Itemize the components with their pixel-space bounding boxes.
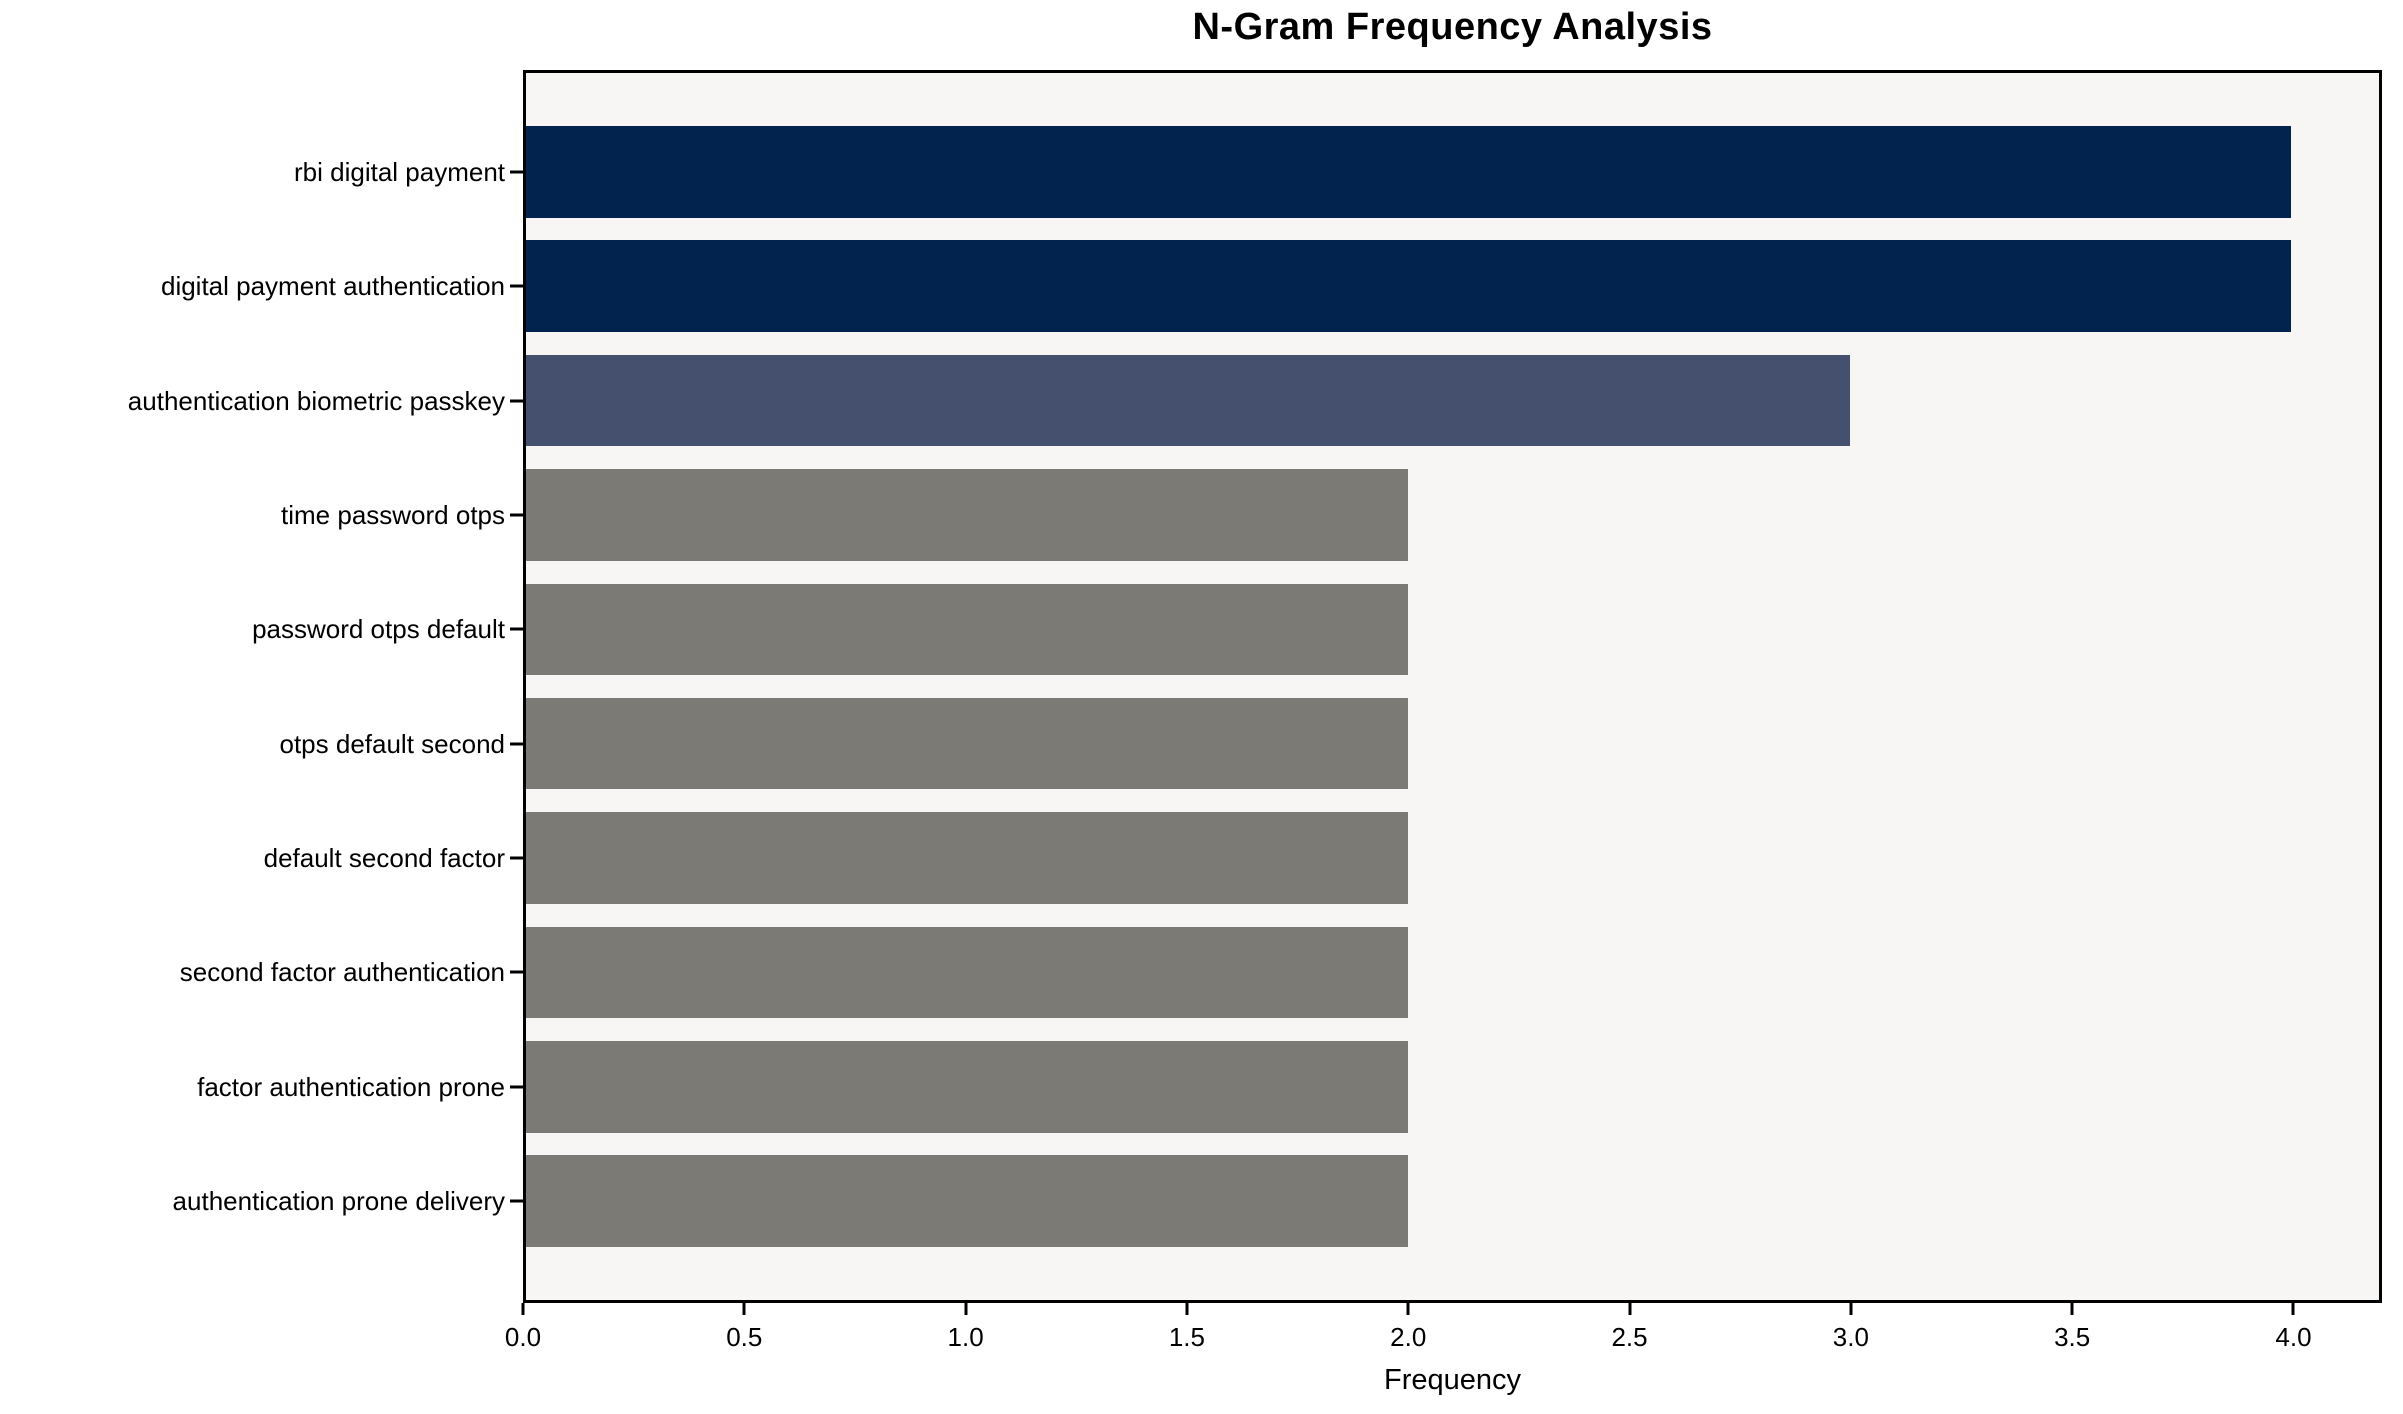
y-tick-label: authentication prone delivery <box>172 1186 505 1217</box>
bar <box>526 240 2291 332</box>
y-tick-label: authentication biometric passkey <box>127 385 505 416</box>
y-tick-label: default second factor <box>263 843 505 874</box>
bar <box>526 1041 1409 1133</box>
y-tick <box>510 1085 523 1089</box>
y-tick <box>510 284 523 288</box>
x-tick-label: 4.0 <box>2275 1322 2312 1352</box>
y-tick <box>510 970 523 974</box>
x-tick-label: 1.5 <box>1168 1322 1205 1352</box>
x-tick <box>964 1303 968 1315</box>
y-tick <box>510 742 523 746</box>
bar <box>526 926 1409 1019</box>
x-tick-label: 0.0 <box>504 1322 542 1352</box>
y-tick <box>510 627 523 631</box>
y-tick <box>510 170 523 174</box>
y-tick <box>510 399 523 403</box>
bar <box>526 354 1850 447</box>
y-tick <box>510 856 523 860</box>
x-tick-label: 1.0 <box>947 1322 984 1352</box>
x-tick-label: 0.5 <box>726 1322 763 1352</box>
x-tick <box>2070 1303 2074 1315</box>
x-tick <box>1628 1303 1632 1315</box>
chart-title: N-Gram Frequency Analysis <box>1192 6 1713 48</box>
x-tick <box>742 1303 746 1315</box>
y-tick-label: time password otps <box>281 499 505 530</box>
y-tick <box>510 513 523 517</box>
x-tick <box>1185 1303 1189 1315</box>
bar <box>526 469 1409 561</box>
x-tick <box>1406 1303 1410 1315</box>
y-tick-label: otps default second <box>279 728 506 759</box>
bar <box>526 697 1409 790</box>
x-tick-label: 3.5 <box>2054 1322 2091 1352</box>
bar <box>526 1155 1409 1247</box>
x-tick-label: 3.0 <box>1832 1322 1869 1352</box>
x-tick <box>1849 1303 1853 1315</box>
plot-area <box>523 70 2382 1303</box>
x-tick <box>2291 1303 2295 1315</box>
y-tick-label: rbi digital payment <box>294 156 505 187</box>
x-axis-label: Frequency <box>1383 1364 1521 1396</box>
y-tick-label: password otps default <box>252 614 505 645</box>
bar <box>526 583 1409 676</box>
bar <box>526 126 2291 218</box>
y-tick <box>510 1199 523 1203</box>
y-tick-label: factor authentication prone <box>197 1071 505 1102</box>
x-tick <box>521 1303 525 1315</box>
bar <box>526 812 1409 904</box>
x-tick-label: 2.5 <box>1611 1322 1648 1352</box>
y-tick-label: digital payment authentication <box>160 271 505 302</box>
x-tick-label: 2.0 <box>1390 1322 1427 1352</box>
y-tick-label: second factor authentication <box>179 957 505 988</box>
